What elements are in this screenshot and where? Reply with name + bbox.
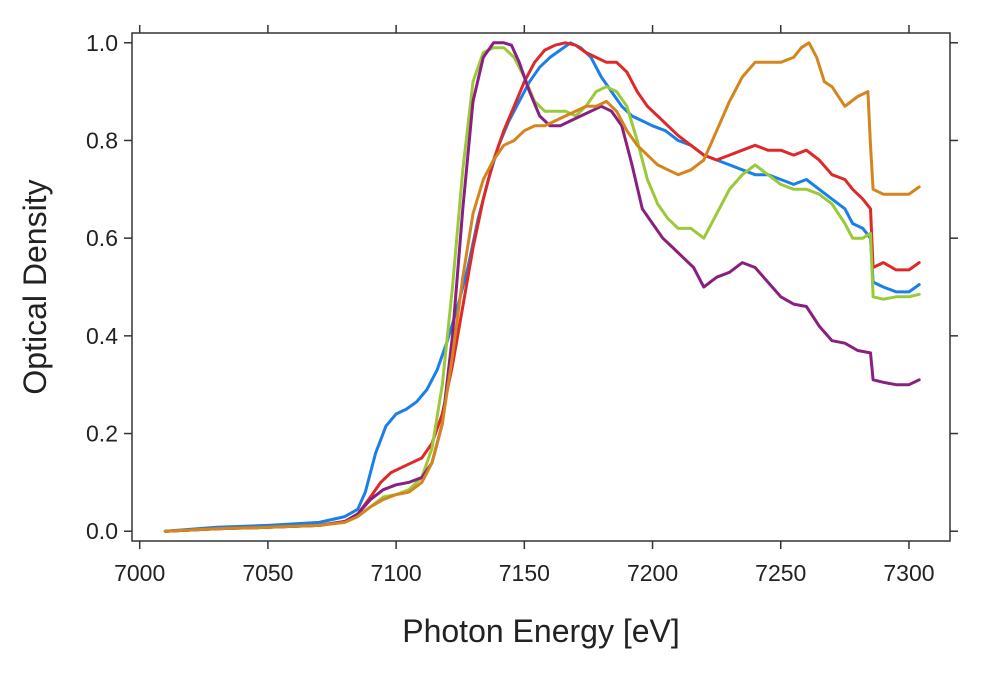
y-axis-title: Optical Density <box>17 179 53 394</box>
y-tick-label: 0.2 <box>86 421 118 447</box>
series-line-3 <box>163 46 921 533</box>
x-tick-label: 7000 <box>114 560 165 586</box>
plot-frame <box>131 32 951 542</box>
y-tick-label: 0.8 <box>86 127 118 153</box>
plot-border <box>131 32 951 542</box>
ticks-group: 7000 7050 7100 7150 7200 7250 7300 0.0 0.2 0.4 0.6… <box>86 25 958 586</box>
y-tick-label: 1.0 <box>86 30 118 56</box>
y-tick-label: 0.0 <box>86 518 118 544</box>
series-line-5 <box>163 41 921 533</box>
x-tick-label: 7250 <box>755 560 806 586</box>
x-tick-label: 7100 <box>371 560 422 586</box>
x-axis-title: Photon Energy [eV] <box>402 613 680 649</box>
series-group <box>163 41 921 533</box>
x-tick-label: 7300 <box>883 560 934 586</box>
series-line-1 <box>163 41 921 533</box>
y-tick-label: 0.6 <box>86 225 118 251</box>
series-line-4 <box>163 41 921 533</box>
series-line-2 <box>163 41 921 533</box>
x-tick-label: 7050 <box>242 560 293 586</box>
x-tick-label: 7200 <box>627 560 678 586</box>
y-tick-label: 0.4 <box>86 323 118 349</box>
x-tick-label: 7150 <box>499 560 550 586</box>
